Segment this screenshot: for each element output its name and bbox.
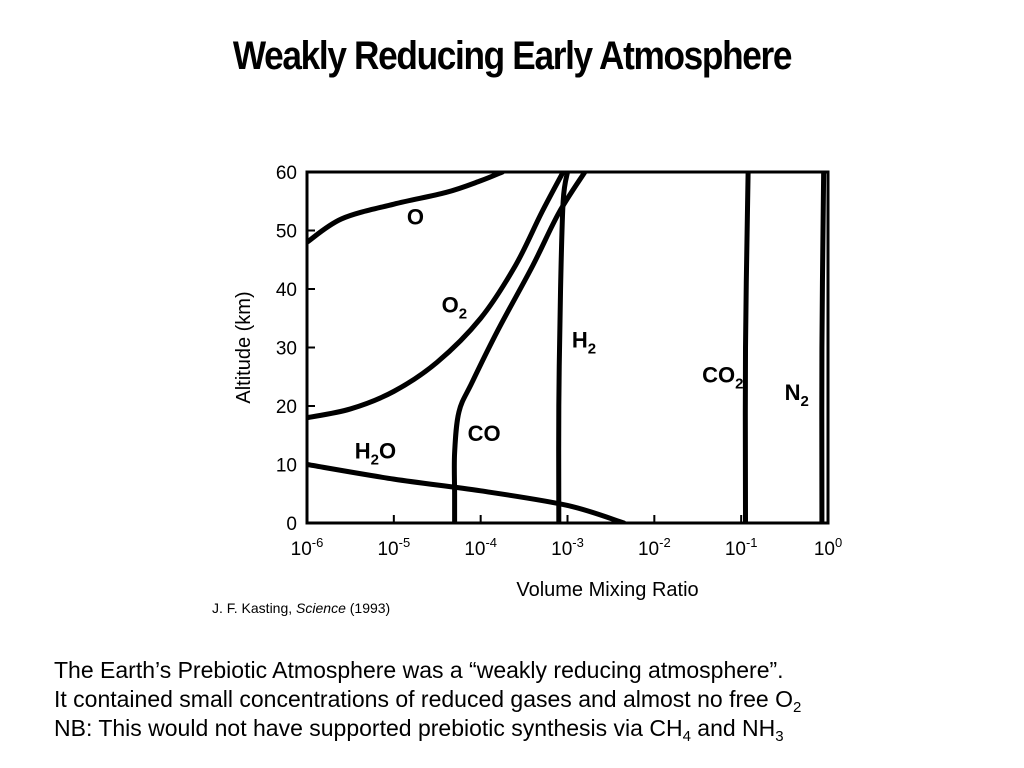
x-tick-label: 10-1 xyxy=(725,535,758,560)
series-line-h2 xyxy=(556,172,570,523)
body-line-3-sub1: 4 xyxy=(682,728,691,745)
citation-year: (1993) xyxy=(345,600,391,616)
x-tick-label: 10-4 xyxy=(464,535,497,560)
plot-border xyxy=(305,170,830,525)
y-tick-label: 30 xyxy=(276,339,297,360)
body-line-1: The Earth’s Prebiotic Atmosphere was a “… xyxy=(54,657,784,683)
page-title: Weakly Reducing Early Atmosphere xyxy=(232,34,793,78)
series-label-h2o: H2O xyxy=(355,439,396,469)
series-label-h2: H2 xyxy=(572,328,596,358)
citation-author: J. F. Kasting, xyxy=(212,600,297,616)
x-tick-label: 100 xyxy=(814,535,842,560)
series-label-o2: O2 xyxy=(442,292,467,322)
body-line-3: NB: This would not have supported prebio… xyxy=(54,714,801,745)
x-axis-label: Volume Mixing Ratio xyxy=(516,579,698,601)
body-text: The Earth’s Prebiotic Atmosphere was a “… xyxy=(54,656,802,745)
x-tick-label: 10-5 xyxy=(377,535,410,560)
citation: J. F. Kasting, Science (1993) xyxy=(212,600,390,616)
y-tick-label: 20 xyxy=(276,397,297,418)
x-tick-label: 10-6 xyxy=(291,535,324,560)
x-tick-label: 10-2 xyxy=(638,535,671,560)
x-tick-label: 10-3 xyxy=(551,535,584,560)
y-tick-label: 50 xyxy=(276,222,297,243)
series-line-n2 xyxy=(819,172,827,523)
series-label-co2: CO2 xyxy=(702,363,743,393)
citation-journal: Science xyxy=(296,600,346,616)
series-label-o: O xyxy=(407,205,424,230)
y-tick-label: 10 xyxy=(276,456,297,477)
mixing-ratio-chart: O O2 H2 CO H2O CO2 N2 0 10 20 30 40 50 60 10-6 10-5 10-… xyxy=(233,163,842,601)
series-line-h2o xyxy=(307,462,627,523)
body-line-3-mid: and NH xyxy=(690,715,776,741)
series-line-o2 xyxy=(307,172,566,421)
series-label-n2: N2 xyxy=(785,380,809,410)
body-line-3-text: NB: This would not have supported prebio… xyxy=(54,715,683,741)
series-line-o xyxy=(307,172,505,245)
y-tick-label: 0 xyxy=(286,514,297,535)
body-line-2: It contained small concentrations of red… xyxy=(54,685,802,716)
body-line-2-sub: 2 xyxy=(792,699,802,716)
plot-frame xyxy=(305,170,830,525)
y-tick-label: 60 xyxy=(276,163,297,184)
body-line-3-sub2: 3 xyxy=(775,728,784,745)
body-line-2-text: It contained small concentrations of red… xyxy=(54,686,793,712)
series-line-co xyxy=(451,172,588,523)
series-label-co: CO xyxy=(468,421,501,446)
y-tick-label: 40 xyxy=(276,280,297,301)
y-axis-label: Altitude (km) xyxy=(233,291,255,403)
axis-layer: 0 10 20 30 40 50 60 10-6 10-5 10-4 10-3 10-2 10-1 100… xyxy=(233,163,842,601)
series-layer: O O2 H2 CO H2O CO2 N2 xyxy=(307,172,827,523)
series-line-co2 xyxy=(742,172,751,523)
